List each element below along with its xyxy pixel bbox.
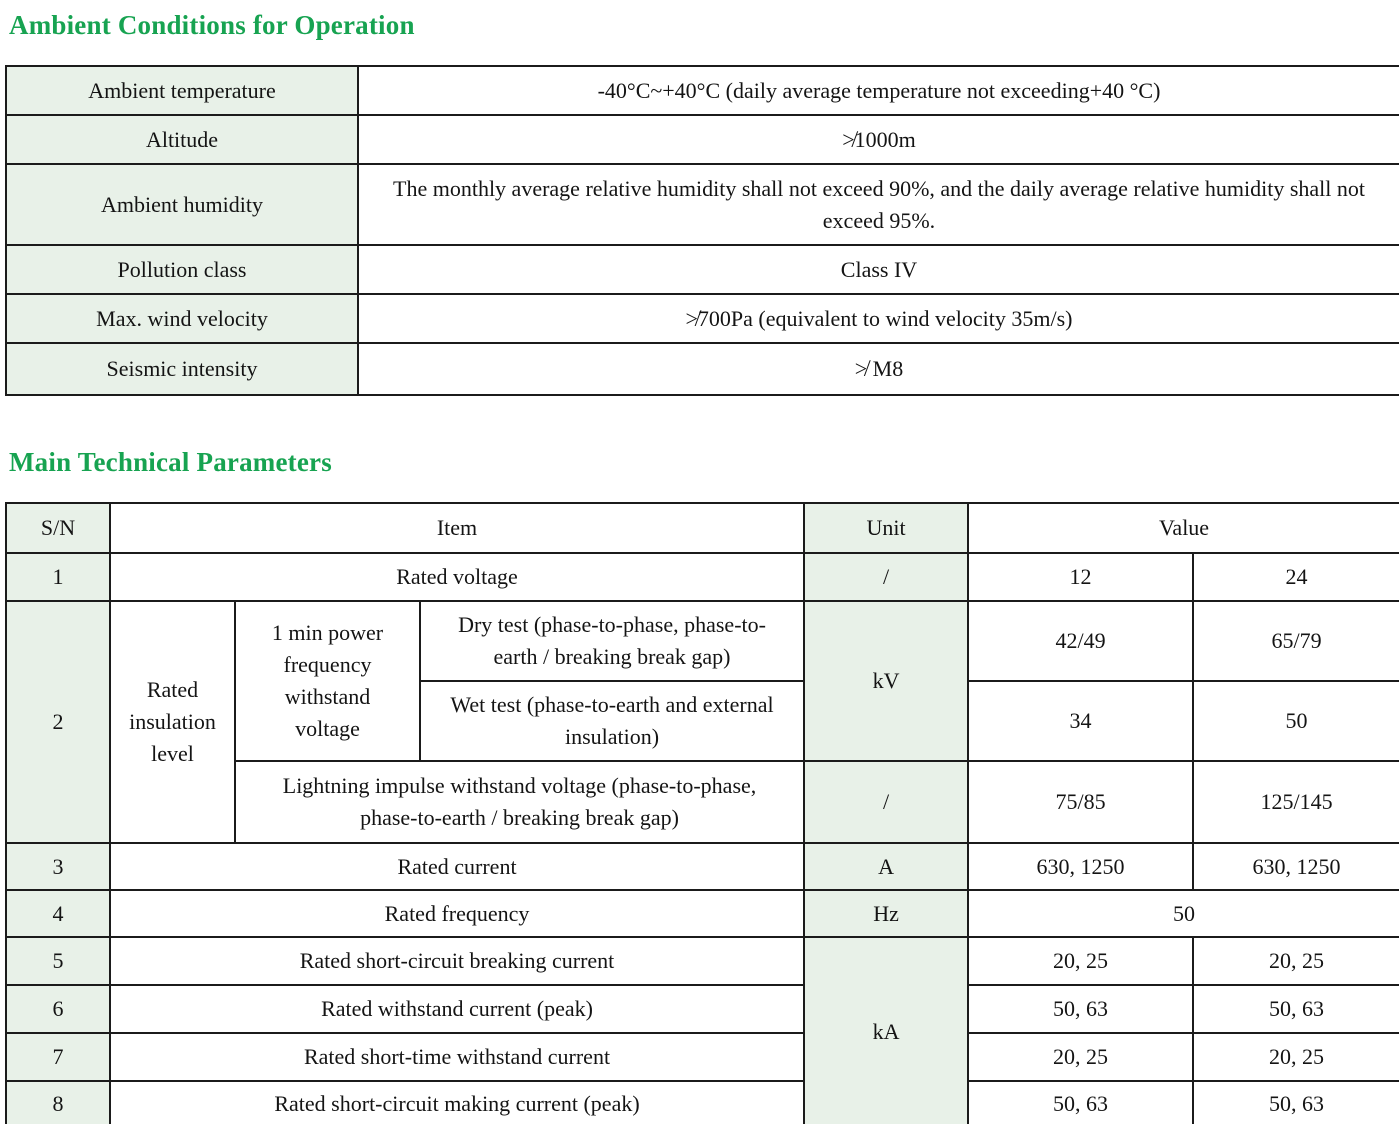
value-dry-test-12: 42/49 bbox=[967, 600, 1195, 682]
technical-parameters-table: S/N Item Unit Value 1 Rated voltage / 12… bbox=[5, 502, 1400, 1124]
value-withstand-peak-12: 50, 63 bbox=[967, 984, 1195, 1034]
header-item: Item bbox=[108, 502, 806, 554]
ambient-value-seismic: ≯ M8 bbox=[357, 342, 1399, 396]
sn-4: 4 bbox=[5, 889, 111, 938]
item-breaking-current: Rated short-circuit breaking current bbox=[108, 936, 806, 986]
sn-2: 2 bbox=[5, 600, 111, 844]
value-wet-test-12: 34 bbox=[967, 680, 1195, 762]
unit-rated-current: A bbox=[803, 842, 970, 891]
table-row: Ambient humidity The monthly average rel… bbox=[5, 163, 1399, 246]
ambient-value-altitude: ≯1000m bbox=[357, 114, 1399, 165]
unit-kv: kV bbox=[803, 600, 970, 762]
sn-6: 6 bbox=[5, 984, 111, 1034]
header-sn: S/N bbox=[5, 502, 111, 554]
ambient-label-pollution: Pollution class bbox=[5, 244, 359, 295]
ambient-section-title: Ambient Conditions for Operation bbox=[9, 10, 415, 40]
ambient-label-altitude: Altitude bbox=[5, 114, 359, 165]
table-row: 8 Rated short-circuit making current (pe… bbox=[5, 1080, 1400, 1124]
table-row: Altitude ≯1000m bbox=[5, 114, 1399, 165]
item-wet-test: Wet test (phase-to-earth and external in… bbox=[418, 680, 806, 762]
item-rated-frequency: Rated frequency bbox=[108, 889, 806, 938]
value-rated-current-12: 630, 1250 bbox=[967, 842, 1195, 891]
ambient-label-wind: Max. wind velocity bbox=[5, 293, 359, 344]
value-rated-voltage-12: 12 bbox=[967, 552, 1195, 602]
sn-5: 5 bbox=[5, 936, 111, 986]
table-row: Lightning impulse withstand voltage (pha… bbox=[6, 760, 1400, 844]
unit-lightning-impulse: / bbox=[803, 760, 970, 844]
table-row: 5 Rated short-circuit breaking current k… bbox=[5, 936, 1400, 1124]
ambient-label-seismic: Seismic intensity bbox=[5, 342, 359, 396]
sn-8: 8 bbox=[5, 1080, 111, 1124]
item-rated-current: Rated current bbox=[108, 842, 806, 891]
value-rated-current-24: 630, 1250 bbox=[1192, 842, 1400, 891]
value-rated-voltage-24: 24 bbox=[1192, 552, 1400, 602]
item-short-time-withstand: Rated short-time withstand current bbox=[108, 1032, 806, 1082]
ambient-value-temperature: -40°C~+40°C (daily average temperature n… bbox=[357, 65, 1399, 116]
parameters-section-title: Main Technical Parameters bbox=[9, 447, 332, 477]
item-rated-voltage: Rated voltage bbox=[108, 552, 806, 602]
value-breaking-current-12: 20, 25 bbox=[967, 936, 1195, 986]
value-lightning-12: 75/85 bbox=[967, 760, 1195, 844]
ambient-conditions-table: Ambient temperature -40°C~+40°C (daily a… bbox=[5, 65, 1399, 396]
value-making-current-24: 50, 63 bbox=[1192, 1080, 1400, 1124]
sn-1: 1 bbox=[5, 552, 111, 602]
item-withstand-peak: Rated withstand current (peak) bbox=[108, 984, 806, 1034]
item-dry-test: Dry test (phase-to-phase, phase-to-earth… bbox=[418, 600, 806, 682]
value-dry-test-24: 65/79 bbox=[1192, 600, 1400, 682]
item-power-frequency-withstand: 1 min power frequency withstand voltage bbox=[234, 600, 421, 762]
ambient-value-wind: ≯700Pa (equivalent to wind velocity 35m/… bbox=[357, 293, 1399, 344]
table-row: 4 Rated frequency Hz 50 bbox=[5, 889, 1400, 938]
sn-7: 7 bbox=[5, 1032, 111, 1082]
table-row: 1 Rated voltage / 12 24 bbox=[5, 552, 1400, 602]
unit-rated-frequency: Hz bbox=[803, 889, 970, 938]
table-row: Seismic intensity ≯ M8 bbox=[5, 342, 1399, 396]
value-withstand-peak-24: 50, 63 bbox=[1192, 984, 1400, 1034]
value-rated-frequency: 50 bbox=[967, 889, 1400, 938]
item-rated-insulation-level: Rated insulation level bbox=[109, 600, 236, 844]
table-row: Ambient temperature -40°C~+40°C (daily a… bbox=[5, 65, 1399, 116]
value-lightning-24: 125/145 bbox=[1192, 760, 1400, 844]
table-row: Wet test (phase-to-earth and external in… bbox=[6, 680, 1400, 762]
table-row: 7 Rated short-time withstand current 20,… bbox=[5, 1032, 1400, 1082]
table-row: Max. wind velocity ≯700Pa (equivalent to… bbox=[5, 293, 1399, 344]
table-header-row: S/N Item Unit Value bbox=[5, 502, 1400, 554]
item-lightning-impulse: Lightning impulse withstand voltage (pha… bbox=[233, 760, 806, 844]
unit-rated-voltage: / bbox=[803, 552, 970, 602]
value-breaking-current-24: 20, 25 bbox=[1192, 936, 1400, 986]
table-row: 6 Rated withstand current (peak) 50, 63 … bbox=[5, 984, 1400, 1034]
ambient-label-temperature: Ambient temperature bbox=[5, 65, 359, 116]
table-row: 2 Rated insulation level 1 min power fre… bbox=[5, 600, 1400, 844]
table-row: 3 Rated current A 630, 1250 630, 1250 bbox=[5, 842, 1400, 891]
value-short-time-12: 20, 25 bbox=[967, 1032, 1195, 1082]
value-short-time-24: 20, 25 bbox=[1192, 1032, 1400, 1082]
header-unit: Unit bbox=[803, 502, 970, 554]
table-row: Pollution class Class IV bbox=[5, 244, 1399, 295]
ambient-value-pollution: Class IV bbox=[357, 244, 1399, 295]
sn-3: 3 bbox=[5, 842, 111, 891]
ambient-label-humidity: Ambient humidity bbox=[5, 163, 359, 246]
header-value: Value bbox=[967, 502, 1400, 554]
ambient-value-humidity: The monthly average relative humidity sh… bbox=[357, 163, 1399, 246]
unit-ka: kA bbox=[803, 936, 970, 1124]
value-making-current-12: 50, 63 bbox=[967, 1080, 1195, 1124]
value-wet-test-24: 50 bbox=[1192, 680, 1400, 762]
item-making-current: Rated short-circuit making current (peak… bbox=[108, 1080, 806, 1124]
